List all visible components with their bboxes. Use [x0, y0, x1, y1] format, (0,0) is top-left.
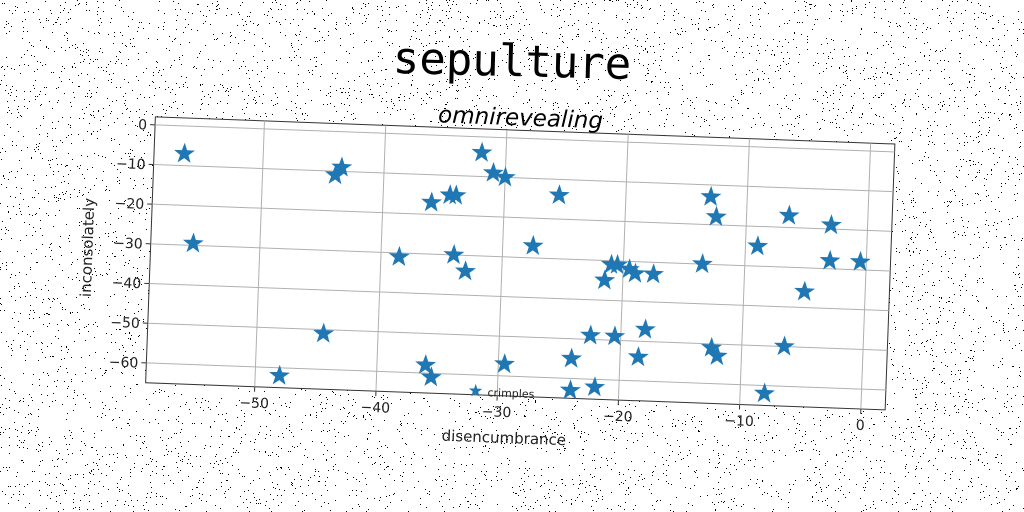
data-point-star	[700, 185, 722, 207]
x-tick-label: −40	[360, 400, 390, 417]
data-point-star	[606, 253, 628, 275]
y-tick-label: −30	[113, 235, 143, 252]
grid-line-x	[375, 125, 387, 392]
data-point-star	[691, 253, 713, 274]
data-point-star	[174, 142, 195, 163]
y-tick-label: −20	[114, 196, 144, 213]
data-point-star	[182, 232, 204, 253]
grid-line-y	[153, 164, 894, 193]
y-axis-label: inconsolately	[77, 198, 99, 298]
data-point-star	[634, 318, 656, 339]
grid-line-x	[860, 143, 872, 409]
x-tick-label: −20	[603, 409, 633, 426]
data-point-star	[618, 258, 640, 279]
data-point-star	[773, 335, 795, 356]
data-point-star	[415, 354, 437, 375]
y-tick-label: −50	[110, 315, 140, 332]
data-point-star	[388, 245, 410, 267]
x-tick-label: −30	[482, 404, 512, 421]
grid-line-x	[739, 138, 750, 405]
data-point-star	[331, 156, 353, 177]
y-tick-label: −10	[116, 156, 146, 173]
data-point-star	[494, 166, 516, 187]
legend-label: crimples	[487, 386, 535, 401]
x-tick-label: −10	[724, 413, 754, 430]
data-point-star	[820, 214, 842, 235]
data-point-star	[643, 263, 664, 284]
data-point-star	[522, 234, 544, 256]
y-axis-ticks: 0 −10 −20 −30 −40 −50 −60	[109, 117, 156, 372]
data-point-star	[559, 379, 581, 400]
y-tick-label: −40	[111, 275, 141, 292]
data-point-star	[794, 280, 816, 301]
x-axis-ticks: −50 −40 −30 −20 −10 0	[239, 386, 865, 434]
grid-line-y	[152, 203, 892, 232]
data-point-star	[313, 322, 335, 343]
data-point-star	[454, 260, 476, 281]
data-point-star	[324, 164, 346, 185]
grid-line-y	[150, 243, 891, 272]
data-point-star	[580, 324, 601, 345]
grid-line-x	[254, 120, 265, 387]
data-point-star	[753, 382, 775, 403]
plot-area	[145, 116, 896, 411]
data-point-star	[624, 262, 646, 283]
data-point-star	[747, 235, 769, 256]
data-point-star	[701, 336, 723, 357]
y-tick-label: −60	[109, 355, 139, 372]
data-point-star	[548, 184, 570, 205]
data-point-star	[482, 162, 504, 183]
grid	[146, 120, 895, 409]
plot-group: omnirevealing −50 −40 −30 −20 −10 0 0−10−20−3…	[77, 102, 896, 450]
data-point-star	[594, 269, 616, 290]
data-point-star	[627, 346, 649, 367]
data-point-star	[778, 204, 800, 225]
data-point-star	[443, 243, 465, 265]
grid-line-y	[149, 283, 889, 312]
data-point-star	[445, 184, 467, 205]
data-point-star	[420, 366, 442, 387]
legend: crimples	[468, 383, 535, 401]
data-point-star	[705, 205, 727, 227]
grid-line-y	[155, 124, 895, 153]
y-tick-label: 0	[138, 117, 148, 133]
data-point-star	[604, 325, 626, 346]
data-point-star	[561, 347, 583, 368]
data-point-star	[819, 249, 841, 270]
data-point-star	[849, 250, 871, 272]
x-tick-label: −50	[239, 395, 269, 412]
data-point-star	[706, 345, 728, 366]
data-point-star	[269, 364, 290, 385]
data-point-star	[471, 141, 493, 162]
data-point-star	[494, 353, 515, 374]
legend-marker-star	[468, 383, 483, 397]
series-markers	[174, 141, 871, 403]
x-tick-label: 0	[856, 418, 866, 434]
x-axis-label: disencumbrance	[441, 427, 566, 450]
grid-line-y	[146, 362, 886, 391]
grid-line-y	[147, 322, 888, 351]
data-point-star	[584, 376, 606, 397]
data-point-star	[421, 191, 443, 212]
